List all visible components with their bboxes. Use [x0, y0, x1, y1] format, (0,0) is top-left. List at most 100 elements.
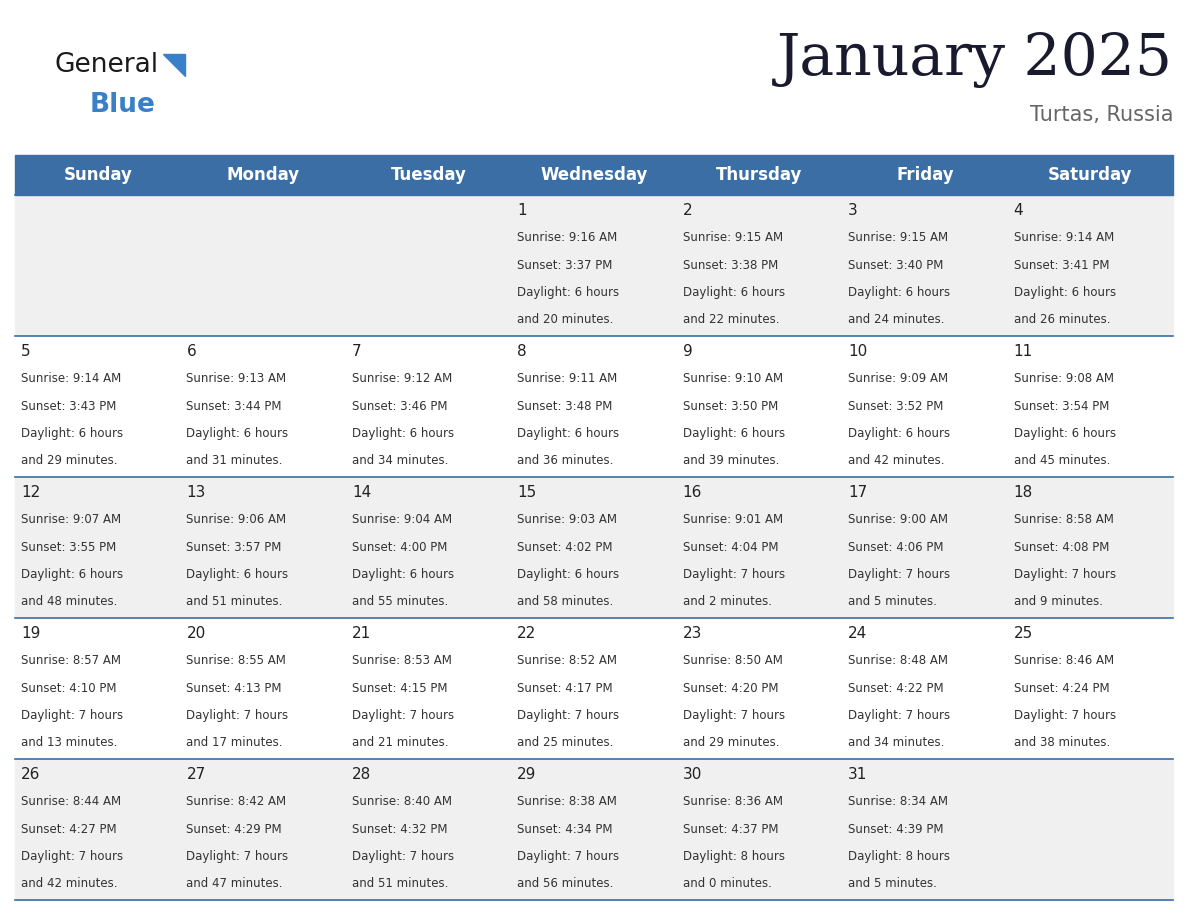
- Text: Sunset: 3:37 PM: Sunset: 3:37 PM: [517, 259, 613, 272]
- Text: Daylight: 7 hours: Daylight: 7 hours: [683, 709, 785, 722]
- Text: and 9 minutes.: and 9 minutes.: [1013, 595, 1102, 608]
- Text: Sunrise: 9:14 AM: Sunrise: 9:14 AM: [21, 373, 121, 386]
- Text: Sunrise: 9:13 AM: Sunrise: 9:13 AM: [187, 373, 286, 386]
- Bar: [15, 477, 1173, 618]
- Text: Daylight: 7 hours: Daylight: 7 hours: [517, 850, 619, 863]
- Text: 28: 28: [352, 767, 371, 782]
- Text: 7: 7: [352, 344, 361, 359]
- Text: Daylight: 6 hours: Daylight: 6 hours: [1013, 285, 1116, 298]
- Text: and 39 minutes.: and 39 minutes.: [683, 453, 779, 467]
- Text: Sunset: 3:46 PM: Sunset: 3:46 PM: [352, 399, 448, 412]
- Text: Daylight: 7 hours: Daylight: 7 hours: [517, 709, 619, 722]
- Text: Sunrise: 9:11 AM: Sunrise: 9:11 AM: [517, 373, 618, 386]
- Text: Sunset: 4:17 PM: Sunset: 4:17 PM: [517, 681, 613, 695]
- Text: Daylight: 6 hours: Daylight: 6 hours: [848, 285, 950, 298]
- Text: 2: 2: [683, 203, 693, 218]
- Text: Sunday: Sunday: [63, 166, 132, 184]
- Text: Wednesday: Wednesday: [541, 166, 647, 184]
- Text: Sunrise: 9:14 AM: Sunrise: 9:14 AM: [1013, 231, 1114, 244]
- Text: 6: 6: [187, 344, 196, 359]
- Text: Sunrise: 8:38 AM: Sunrise: 8:38 AM: [517, 796, 617, 809]
- Text: Sunset: 4:37 PM: Sunset: 4:37 PM: [683, 823, 778, 835]
- Text: Daylight: 7 hours: Daylight: 7 hours: [352, 709, 454, 722]
- Text: 8: 8: [517, 344, 527, 359]
- Text: Sunset: 3:38 PM: Sunset: 3:38 PM: [683, 259, 778, 272]
- Text: Sunset: 4:06 PM: Sunset: 4:06 PM: [848, 541, 943, 554]
- Text: Daylight: 6 hours: Daylight: 6 hours: [187, 567, 289, 581]
- Text: Turtas, Russia: Turtas, Russia: [1030, 105, 1173, 125]
- Text: Sunset: 3:52 PM: Sunset: 3:52 PM: [848, 399, 943, 412]
- Text: Sunset: 3:55 PM: Sunset: 3:55 PM: [21, 541, 116, 554]
- Text: Sunrise: 9:08 AM: Sunrise: 9:08 AM: [1013, 373, 1113, 386]
- Text: Monday: Monday: [227, 166, 299, 184]
- Text: Daylight: 6 hours: Daylight: 6 hours: [517, 567, 619, 581]
- Text: 4: 4: [1013, 203, 1023, 218]
- Text: and 48 minutes.: and 48 minutes.: [21, 595, 118, 608]
- Text: Sunset: 4:08 PM: Sunset: 4:08 PM: [1013, 541, 1108, 554]
- Text: and 0 minutes.: and 0 minutes.: [683, 877, 771, 890]
- Text: and 42 minutes.: and 42 minutes.: [848, 453, 944, 467]
- Text: and 45 minutes.: and 45 minutes.: [1013, 453, 1110, 467]
- Text: Sunset: 4:39 PM: Sunset: 4:39 PM: [848, 823, 943, 835]
- Text: Daylight: 6 hours: Daylight: 6 hours: [187, 427, 289, 440]
- Text: and 5 minutes.: and 5 minutes.: [848, 877, 937, 890]
- Text: and 58 minutes.: and 58 minutes.: [517, 595, 613, 608]
- Bar: [15, 155, 1173, 195]
- Text: Sunrise: 9:10 AM: Sunrise: 9:10 AM: [683, 373, 783, 386]
- Text: Friday: Friday: [896, 166, 954, 184]
- Text: 29: 29: [517, 767, 537, 782]
- Text: Sunrise: 8:53 AM: Sunrise: 8:53 AM: [352, 655, 451, 667]
- Text: and 34 minutes.: and 34 minutes.: [848, 736, 944, 749]
- Text: Daylight: 7 hours: Daylight: 7 hours: [1013, 709, 1116, 722]
- Text: and 24 minutes.: and 24 minutes.: [848, 313, 944, 326]
- Text: January 2025: January 2025: [777, 32, 1173, 88]
- Text: 31: 31: [848, 767, 867, 782]
- Text: 9: 9: [683, 344, 693, 359]
- Text: Sunset: 4:34 PM: Sunset: 4:34 PM: [517, 823, 613, 835]
- Text: 18: 18: [1013, 485, 1032, 500]
- Text: Sunrise: 9:00 AM: Sunrise: 9:00 AM: [848, 513, 948, 526]
- Text: and 5 minutes.: and 5 minutes.: [848, 595, 937, 608]
- Text: Sunrise: 9:15 AM: Sunrise: 9:15 AM: [683, 231, 783, 244]
- Text: Daylight: 6 hours: Daylight: 6 hours: [352, 567, 454, 581]
- Text: Daylight: 7 hours: Daylight: 7 hours: [683, 567, 785, 581]
- Text: Sunset: 4:02 PM: Sunset: 4:02 PM: [517, 541, 613, 554]
- Text: Sunrise: 8:42 AM: Sunrise: 8:42 AM: [187, 796, 286, 809]
- Text: Sunset: 4:13 PM: Sunset: 4:13 PM: [187, 681, 282, 695]
- Text: Sunset: 3:40 PM: Sunset: 3:40 PM: [848, 259, 943, 272]
- Text: Sunset: 4:24 PM: Sunset: 4:24 PM: [1013, 681, 1110, 695]
- Text: 10: 10: [848, 344, 867, 359]
- Text: Sunset: 4:27 PM: Sunset: 4:27 PM: [21, 823, 116, 835]
- Text: 30: 30: [683, 767, 702, 782]
- Text: Sunset: 3:41 PM: Sunset: 3:41 PM: [1013, 259, 1110, 272]
- Text: Sunset: 4:32 PM: Sunset: 4:32 PM: [352, 823, 448, 835]
- Text: 11: 11: [1013, 344, 1032, 359]
- Text: Daylight: 7 hours: Daylight: 7 hours: [1013, 567, 1116, 581]
- Text: Sunrise: 9:07 AM: Sunrise: 9:07 AM: [21, 513, 121, 526]
- Text: Sunrise: 8:46 AM: Sunrise: 8:46 AM: [1013, 655, 1113, 667]
- Text: Sunrise: 8:50 AM: Sunrise: 8:50 AM: [683, 655, 783, 667]
- Text: and 20 minutes.: and 20 minutes.: [517, 313, 614, 326]
- Text: Daylight: 8 hours: Daylight: 8 hours: [683, 850, 785, 863]
- Text: Sunset: 4:04 PM: Sunset: 4:04 PM: [683, 541, 778, 554]
- Text: Sunrise: 9:16 AM: Sunrise: 9:16 AM: [517, 231, 618, 244]
- Text: Daylight: 6 hours: Daylight: 6 hours: [21, 567, 124, 581]
- Text: 12: 12: [21, 485, 40, 500]
- Text: 17: 17: [848, 485, 867, 500]
- Bar: [15, 759, 1173, 900]
- Text: Daylight: 6 hours: Daylight: 6 hours: [517, 427, 619, 440]
- Text: Sunset: 3:54 PM: Sunset: 3:54 PM: [1013, 399, 1108, 412]
- Text: Sunset: 4:29 PM: Sunset: 4:29 PM: [187, 823, 282, 835]
- Text: 5: 5: [21, 344, 31, 359]
- Text: Blue: Blue: [90, 92, 156, 118]
- Text: 16: 16: [683, 485, 702, 500]
- Text: Daylight: 7 hours: Daylight: 7 hours: [848, 709, 950, 722]
- Text: Thursday: Thursday: [716, 166, 803, 184]
- Text: Daylight: 7 hours: Daylight: 7 hours: [848, 567, 950, 581]
- Polygon shape: [163, 54, 185, 76]
- Text: and 31 minutes.: and 31 minutes.: [187, 453, 283, 467]
- Text: and 42 minutes.: and 42 minutes.: [21, 877, 118, 890]
- Text: and 56 minutes.: and 56 minutes.: [517, 877, 614, 890]
- Text: Sunset: 4:15 PM: Sunset: 4:15 PM: [352, 681, 448, 695]
- Text: Sunrise: 8:36 AM: Sunrise: 8:36 AM: [683, 796, 783, 809]
